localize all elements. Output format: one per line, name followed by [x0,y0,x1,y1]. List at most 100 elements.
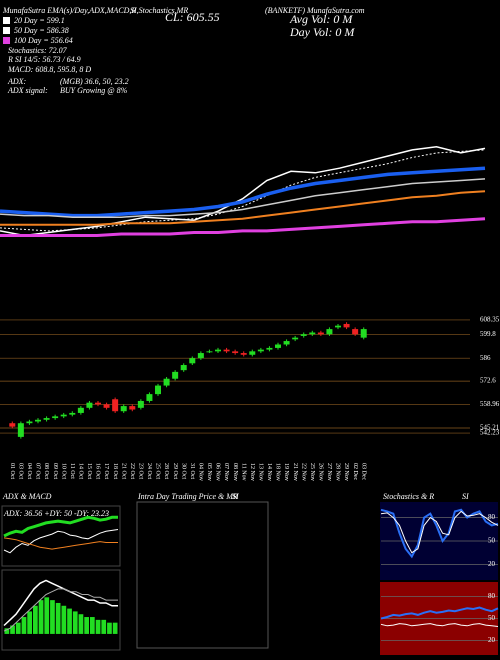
candle-body [266,347,273,350]
y-tick-label: 586 [480,354,491,362]
adx-label: ADX: [7,77,27,86]
series-line [3,579,118,627]
x-tick-label: 18 Oct [112,463,118,479]
ema-20: 20 Day = 599.1 [14,16,65,25]
histogram-bar [15,622,21,634]
series-line [3,537,118,550]
x-tick-label: 31 Oct [189,463,195,479]
candle-body [232,351,239,354]
y-tick-label: 608.35 [480,316,500,324]
x-tick-label: 22 Oct [129,463,135,479]
histogram-bar [55,602,61,634]
candle-body [112,399,119,412]
x-tick-label: 29 Oct [172,463,178,479]
panel-title: SI [232,492,239,501]
x-tick-label: 29 Nov [343,463,349,481]
candle-body [86,402,93,408]
series-line [380,623,499,627]
histogram-bar [38,600,44,634]
candle-body [335,325,341,328]
x-tick-label: 08 Oct [43,463,49,479]
rsi: R SI 14/5: 56.73 / 64.9 [7,55,81,64]
x-tick-label: 04 Nov [197,463,203,481]
candle-body [103,404,110,408]
x-tick-label: 22 Nov [300,463,306,481]
candle-body [155,385,161,395]
histogram-bar [44,597,50,634]
candle-body [240,353,247,355]
y-tick-label: 20 [488,636,496,644]
avg-volume: Avg Vol: 0 M [289,12,353,26]
x-tick-label: 10 Oct [60,463,66,479]
panel-title: Intra Day Trading Price & MR [137,492,238,501]
x-tick-label: 06 Nov [215,463,221,481]
candle-body [309,332,316,335]
series-line [0,217,486,237]
x-tick-label: 25 Oct [155,463,161,479]
candle-body [60,414,67,417]
histogram-bar [67,608,72,634]
legend-swatch [3,37,10,44]
candle-body [35,419,41,422]
series-line [0,190,486,226]
x-tick-label: 25 Nov [309,463,315,481]
x-tick-label: 07 Nov [223,463,229,481]
y-tick-label: 599.8 [480,330,496,338]
histogram-bar [27,611,32,634]
x-tick-label: 16 Oct [95,463,101,479]
y-tick-label: 80 [488,592,496,600]
candle-body [120,406,127,412]
x-tick-label: 30 Oct [180,463,186,479]
header: MunafaSutra EMA(s)/Day,ADX,MACD,R SI,Sto… [2,6,365,95]
series-line [380,510,499,554]
histogram-bar [33,605,38,634]
series-line [380,508,499,559]
ema-100: 100 Day = 556.64 [14,36,73,45]
symbol: (BANKETF) MunafaSutra.com [265,6,365,15]
macd-panel [1,569,121,651]
histogram-bar [10,625,15,634]
candle-body [215,349,221,352]
y-tick-label: 50 [488,537,496,545]
y-tick-label: 542.23 [480,429,500,437]
adx-panel [1,505,121,567]
x-tick-label: 17 Oct [103,463,109,479]
histogram-bar [112,622,118,634]
candle-body [292,337,299,340]
histogram-bar [90,617,95,634]
macd: MACD: 608.8, 595.8, 8 D [7,65,91,74]
y-tick-label: 20 [488,560,496,568]
x-tick-label: 14 Nov [266,463,272,481]
histogram-bar [50,600,55,634]
intraday-panel [136,501,269,649]
source: MunafaSutra EMA(s)/Day,ADX,MACD,R [2,6,136,15]
x-tick-label: 14 Oct [77,463,83,479]
ema-50: 50 Day = 586.38 [14,26,69,35]
candle-body [43,418,50,420]
candle-body [137,400,144,408]
candle-body [206,351,213,353]
candle-body [352,329,359,335]
close-price: CL: 605.55 [165,10,220,24]
candle-body [95,402,101,405]
x-tick-label: 15 Oct [86,463,92,479]
panel-title: ADX & MACD [2,492,52,501]
x-tick-label: 03 Dec [360,463,366,480]
series-line [380,606,499,620]
x-tick-label: 09 Oct [52,463,58,479]
histogram-bar [72,611,78,634]
candle-body [326,329,333,335]
series-line [0,178,486,218]
histogram-bar [78,614,84,634]
series-line [3,515,118,538]
x-tick-label: 11 Nov [240,463,246,481]
histogram-bar [95,619,101,634]
x-tick-label: 07 Oct [35,463,41,479]
candle-body [275,344,281,348]
candle-body [77,407,84,413]
day-volume: Day Vol: 0 M [289,25,355,39]
x-tick-label: 18 Nov [275,463,281,481]
candle-body [9,423,16,427]
x-tick-label: 21 Oct [120,463,126,479]
series-line [0,166,486,218]
